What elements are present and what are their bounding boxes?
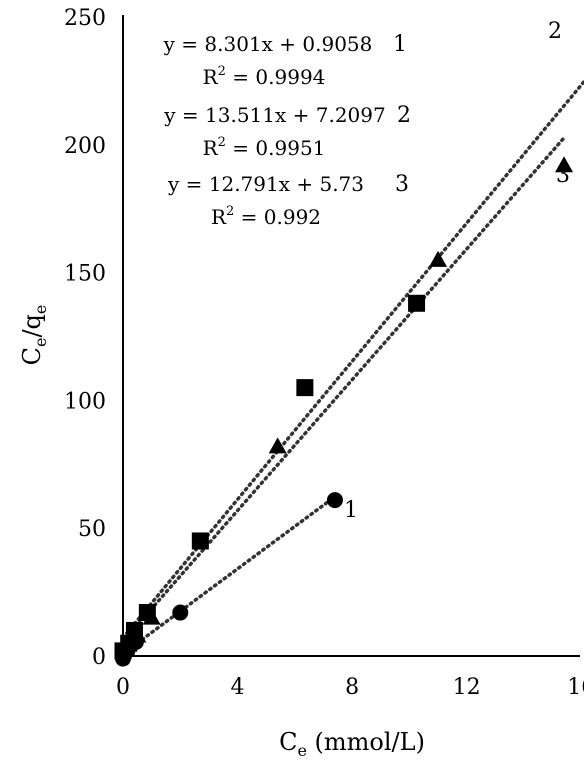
equation-label-2: 2	[397, 103, 411, 128]
trendlines	[121, 78, 584, 656]
y-tick-label: 200	[64, 134, 106, 159]
y-tick-label: 250	[64, 6, 106, 31]
trendline-series-3	[121, 136, 566, 644]
series-end-labels: 1 2 3	[344, 19, 570, 523]
data-point-series-3	[268, 437, 287, 454]
x-tick-label: 0	[116, 675, 130, 700]
equation-series-2: y = 13.511x + 7.2097	[163, 103, 385, 127]
x-tick-label: 12	[453, 675, 481, 700]
y-tick-labels: 0 50 100 150 200 250	[64, 6, 106, 670]
x-tick-label: 16	[567, 675, 584, 700]
x-axis-title: Ce (mmol/L)	[279, 728, 425, 760]
x-tick-label: 8	[345, 675, 359, 700]
y-tick-label: 0	[92, 645, 106, 670]
r2-series-3: R2 = 0.992	[211, 204, 321, 229]
y-tick-label: 150	[64, 262, 106, 287]
data-point-series-3	[142, 608, 161, 625]
data-point-series-2	[408, 294, 426, 312]
data-point-series-3	[429, 250, 448, 267]
y-axis-title: Ce/qe	[18, 305, 50, 366]
data-point-series-2	[191, 532, 209, 550]
trendline-series-2	[121, 78, 584, 640]
axes	[122, 15, 580, 657]
x-tick-labels: 0 4 8 12 16	[116, 675, 584, 700]
data-point-series-3	[116, 639, 135, 656]
data-point-series-3	[128, 626, 147, 643]
trendline-series-1	[121, 494, 337, 656]
equation-label-1: 1	[393, 32, 407, 57]
series-label-1: 1	[344, 498, 358, 523]
data-markers	[114, 156, 574, 667]
series-label-2: 2	[548, 19, 562, 44]
data-point-series-1	[326, 492, 343, 509]
data-point-series-2	[296, 379, 314, 397]
r2-series-1: R2 = 0.9994	[203, 64, 326, 89]
r2-series-2: R2 = 0.9951	[203, 135, 326, 160]
equation-series-1: y = 8.301x + 0.9058	[163, 32, 373, 56]
x-tick-label: 4	[231, 675, 245, 700]
data-point-series-3	[555, 156, 574, 173]
y-tick-label: 100	[64, 389, 106, 414]
series-label-3: 3	[556, 163, 570, 188]
data-point-series-1	[172, 604, 189, 621]
equation-label-3: 3	[395, 172, 409, 197]
regression-equations: y = 8.301x + 0.9058 1 R2 = 0.9994 y = 13…	[163, 32, 411, 229]
y-tick-label: 50	[78, 517, 106, 542]
equation-series-3: y = 12.791x + 5.73	[167, 172, 364, 196]
